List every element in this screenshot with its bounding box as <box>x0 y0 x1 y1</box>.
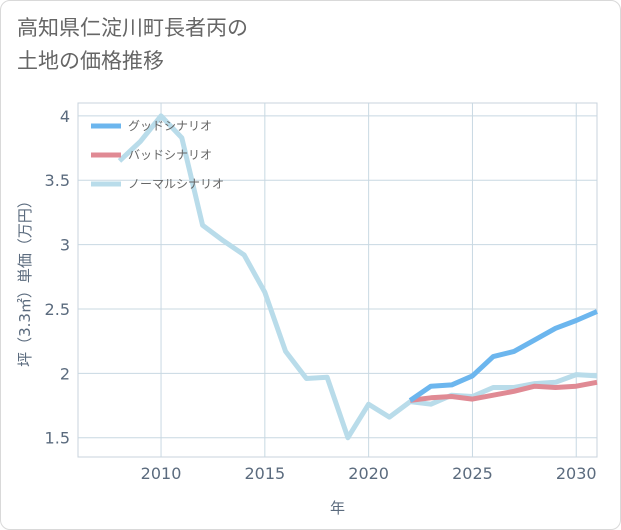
y-tick-label: 1.5 <box>45 429 70 448</box>
x-tick-label: 2030 <box>556 464 597 483</box>
legend-label: バッドシナリオ <box>128 148 212 162</box>
y-tick-label: 2 <box>60 364 70 383</box>
series-line-1 <box>409 379 598 403</box>
x-axis-title: 年 <box>330 499 345 517</box>
series-line-0 <box>408 309 598 403</box>
y-tick-labels: 1.5 2 2.5 3 3.5 4 <box>45 107 70 448</box>
series-line-2 <box>117 113 598 441</box>
x-tick-labels: 2010 2015 2020 2025 2030 <box>141 464 597 483</box>
x-tick-label: 2025 <box>452 464 493 483</box>
y-tick-label: 3 <box>60 236 70 255</box>
x-tick-label: 2015 <box>244 464 285 483</box>
y-axis-title: 坪（3.3㎡）単価（万円） <box>16 193 34 367</box>
y-tick-label: 4 <box>60 107 70 126</box>
legend-label: グッドシナリオ <box>128 119 212 133</box>
x-tick-label: 2010 <box>141 464 182 483</box>
chart-title: 高知県仁淀川町長者丙の 土地の価格推移 <box>17 16 248 73</box>
legend-label: ノーマルシナリオ <box>128 177 224 191</box>
plot-border <box>77 102 598 458</box>
series-lines <box>117 113 598 441</box>
y-tick-label: 3.5 <box>45 171 70 190</box>
y-tick-label: 2.5 <box>45 300 70 319</box>
x-tick-label: 2020 <box>348 464 389 483</box>
grid-lines <box>77 102 598 458</box>
